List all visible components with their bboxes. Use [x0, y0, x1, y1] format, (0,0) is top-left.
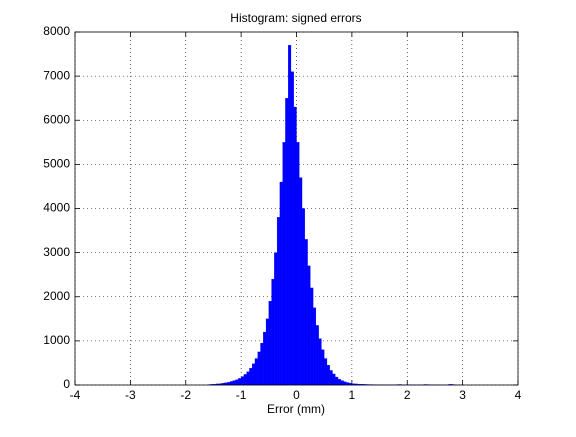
x-tick-label: 1 [349, 388, 356, 402]
bar [335, 377, 338, 385]
bar [252, 364, 255, 385]
bar [272, 279, 275, 385]
bar [258, 352, 261, 385]
bar [299, 178, 302, 385]
bar [319, 339, 322, 385]
bar [327, 365, 330, 385]
x-tick-label: -4 [70, 388, 81, 402]
y-tick-label: 1000 [43, 333, 70, 347]
bar [308, 266, 311, 385]
bar [310, 288, 313, 385]
x-tick-label: 2 [404, 388, 411, 402]
x-tick-label: -3 [125, 388, 136, 402]
x-tick-label: 4 [515, 388, 522, 402]
x-tick-label: -2 [180, 388, 191, 402]
bar [238, 378, 241, 385]
bar [255, 359, 258, 385]
bar [269, 301, 272, 385]
bar [313, 308, 316, 385]
bar [241, 377, 244, 385]
bar [244, 374, 247, 385]
bar [332, 374, 335, 385]
bar [341, 381, 344, 385]
bar [249, 368, 252, 385]
y-tick-label: 6000 [43, 112, 70, 126]
bar [280, 182, 283, 385]
y-tick-label: 7000 [43, 68, 70, 82]
bar [330, 370, 333, 385]
y-tick-label: 2000 [43, 289, 70, 303]
bar [230, 381, 233, 385]
bar [316, 325, 319, 385]
bar [294, 107, 297, 385]
bar [297, 142, 300, 385]
bar [291, 72, 294, 385]
bar [233, 381, 236, 385]
y-tick-label: 3000 [43, 245, 70, 259]
bar [261, 343, 264, 385]
bar [344, 382, 347, 385]
x-tick-label: -1 [236, 388, 247, 402]
y-tick-label: 4000 [43, 201, 70, 215]
bar [305, 239, 308, 385]
bar [302, 209, 305, 386]
bar [266, 319, 269, 385]
x-tick-label: 3 [459, 388, 466, 402]
bar [263, 332, 266, 385]
bar [324, 359, 327, 385]
chart-title: Histogram: signed errors [230, 11, 361, 25]
y-tick-label: 5000 [43, 157, 70, 171]
bar [321, 350, 324, 385]
x-axis-label: Error (mm) [267, 402, 325, 416]
bar [277, 217, 280, 385]
bar [288, 45, 291, 385]
bar [283, 142, 286, 385]
bar [338, 379, 341, 385]
y-tick-label: 8000 [43, 24, 70, 38]
bar [274, 253, 277, 385]
bar [236, 380, 239, 385]
bar [247, 372, 250, 385]
bar [285, 98, 288, 385]
y-tick-label: 0 [63, 377, 70, 391]
x-tick-label: 0 [293, 388, 300, 402]
